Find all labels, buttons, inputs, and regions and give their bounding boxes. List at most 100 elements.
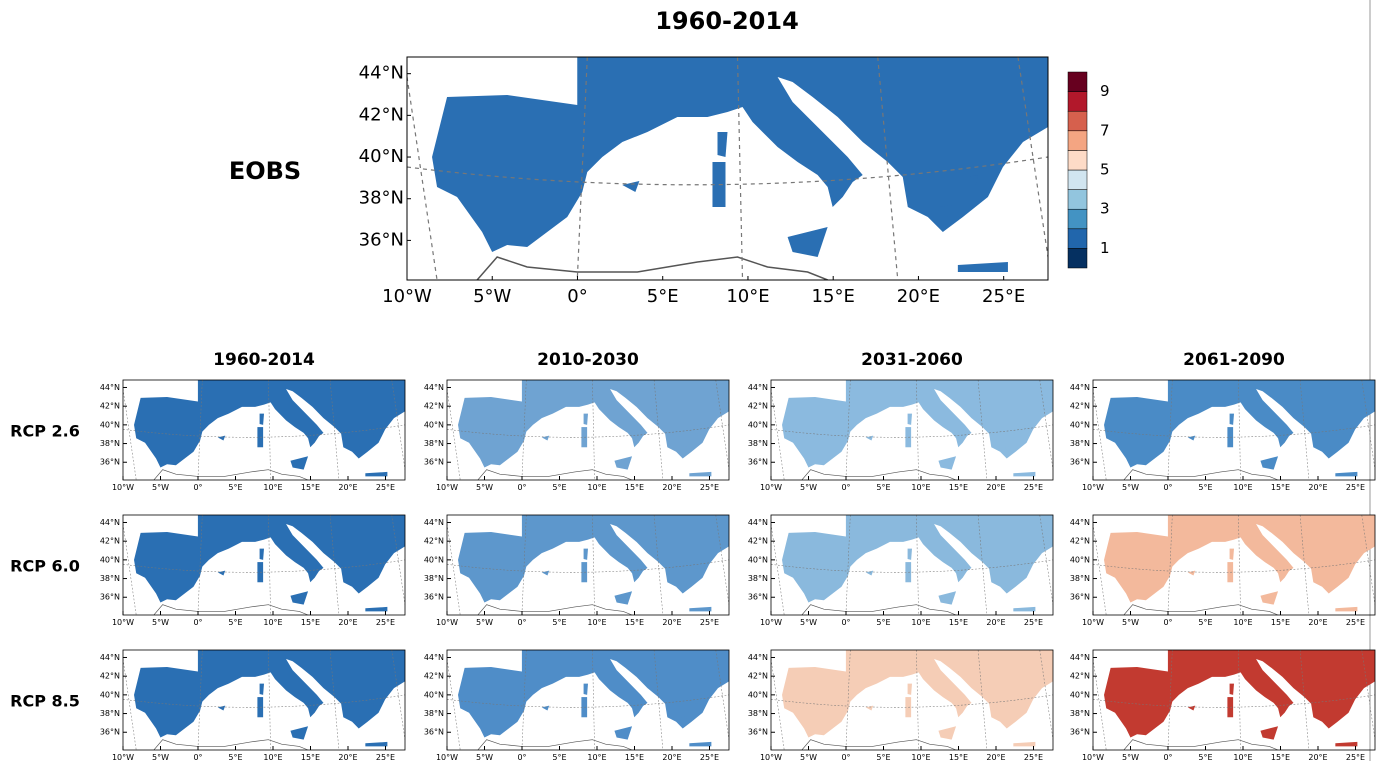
lat-tick-label: 36°N — [1070, 458, 1090, 467]
lon-tick-label: 10°E — [263, 753, 282, 761]
lon-tick-label: 25°E — [1346, 618, 1365, 627]
lon-tick-label: 20°E — [338, 483, 357, 492]
main-title: 1960-2014 — [655, 7, 799, 35]
lon-tick-label: 20°E — [1308, 618, 1327, 627]
lon-tick-label: 5°W — [152, 618, 169, 627]
lon-tick-label: 10°W — [760, 753, 782, 761]
lon-tick-label: 0° — [193, 483, 202, 492]
lon-tick-label: 20°E — [338, 618, 357, 627]
lat-tick-label: 36°N — [748, 728, 768, 737]
lat-tick-label: 36°N — [748, 593, 768, 602]
lon-tick-label: 25°E — [700, 753, 719, 761]
lon-tick-label: 10°W — [112, 618, 134, 627]
lon-tick-label: 0° — [517, 753, 526, 761]
colorbar-swatch — [1067, 150, 1088, 171]
lat-tick-label: 36°N — [100, 458, 120, 467]
lon-tick-label: 0° — [1163, 483, 1172, 492]
lat-tick-label: 44°N — [748, 653, 768, 662]
colorbar-swatch — [1067, 169, 1088, 190]
lat-tick-label: 36°N — [1070, 728, 1090, 737]
lat-tick-label: 40°N — [100, 420, 120, 429]
lon-tick-label: 20°E — [1308, 483, 1327, 492]
map-frame — [122, 649, 406, 751]
lat-tick-label: 44°N — [424, 383, 444, 392]
lat-tick-label: 44°N — [359, 63, 404, 84]
lon-tick-label: 0° — [193, 618, 202, 627]
lon-tick-label: 0° — [841, 483, 850, 492]
lon-tick-label: 15°E — [1271, 483, 1290, 492]
lat-tick-label: 38°N — [424, 709, 444, 718]
lon-tick-label: 10°E — [587, 618, 606, 627]
lat-tick-label: 44°N — [1070, 383, 1090, 392]
lon-tick-label: 25°E — [700, 483, 719, 492]
colorbar-label: 7 — [1100, 121, 1110, 139]
lat-tick-label: 40°N — [748, 420, 768, 429]
lat-tick-label: 44°N — [748, 518, 768, 527]
lon-tick-label: 10°E — [263, 483, 282, 492]
lat-tick-label: 36°N — [424, 593, 444, 602]
lon-tick-label: 5°E — [552, 483, 566, 492]
lon-tick-label: 5°E — [1198, 618, 1212, 627]
lon-tick-label: 25°E — [376, 618, 395, 627]
row-label: RCP 2.6 — [10, 422, 80, 441]
colorbar-swatch — [1067, 248, 1088, 269]
lat-tick-label: 42°N — [100, 402, 120, 411]
column-title: 2031-2060 — [861, 350, 963, 370]
lon-tick-label: 20°E — [986, 483, 1005, 492]
lon-tick-label: 25°E — [982, 286, 1025, 307]
map-frame — [446, 649, 730, 751]
lon-tick-label: 5°E — [228, 483, 242, 492]
lon-tick-label: 0° — [841, 753, 850, 761]
colorbar-label: 5 — [1100, 161, 1110, 179]
map-frame — [1092, 649, 1376, 751]
lon-tick-label: 10°E — [1233, 618, 1252, 627]
lat-tick-label: 38°N — [1070, 709, 1090, 718]
lon-tick-label: 10°E — [726, 286, 769, 307]
lon-tick-label: 10°E — [587, 483, 606, 492]
lon-tick-label: 5°W — [800, 753, 817, 761]
lon-tick-label: 5°E — [1198, 483, 1212, 492]
lat-tick-label: 36°N — [748, 458, 768, 467]
lon-tick-label: 10°E — [1233, 753, 1252, 761]
lon-tick-label: 20°E — [986, 618, 1005, 627]
lon-tick-label: 15°E — [949, 483, 968, 492]
lon-tick-label: 25°E — [1024, 483, 1043, 492]
lon-tick-label: 0° — [517, 618, 526, 627]
lat-tick-label: 40°N — [424, 690, 444, 699]
lon-tick-label: 10°W — [436, 753, 458, 761]
lat-tick-label: 40°N — [1070, 420, 1090, 429]
lat-tick-label: 44°N — [424, 653, 444, 662]
lat-tick-label: 42°N — [359, 104, 404, 125]
lat-tick-label: 38°N — [100, 709, 120, 718]
lon-tick-label: 20°E — [662, 483, 681, 492]
lon-tick-label: 0° — [1163, 753, 1172, 761]
lat-tick-label: 42°N — [1070, 537, 1090, 546]
lon-tick-label: 5°W — [476, 753, 493, 761]
lat-tick-label: 40°N — [1070, 690, 1090, 699]
lat-tick-label: 42°N — [748, 672, 768, 681]
column-title: 1960-2014 — [213, 350, 315, 370]
lon-tick-label: 10°E — [911, 753, 930, 761]
colorbar-swatch — [1067, 208, 1088, 230]
lat-tick-label: 42°N — [424, 672, 444, 681]
lon-tick-label: 5°W — [473, 286, 511, 307]
map-land — [447, 650, 729, 750]
map-frame — [122, 514, 406, 616]
lon-tick-label: 10°E — [911, 618, 930, 627]
lat-tick-label: 40°N — [100, 690, 120, 699]
lon-tick-label: 5°E — [552, 618, 566, 627]
row-label: RCP 6.0 — [10, 557, 80, 576]
lat-tick-label: 42°N — [100, 537, 120, 546]
lon-tick-label: 10°W — [760, 483, 782, 492]
lon-tick-label: 15°E — [812, 286, 855, 307]
lon-tick-label: 5°E — [876, 618, 890, 627]
lat-tick-label: 38°N — [100, 574, 120, 583]
lon-tick-label: 5°E — [647, 286, 679, 307]
lat-tick-label: 36°N — [1070, 593, 1090, 602]
lat-tick-label: 44°N — [100, 653, 120, 662]
lat-tick-label: 44°N — [1070, 653, 1090, 662]
lon-tick-label: 5°E — [552, 753, 566, 761]
colorbar-swatch — [1067, 91, 1088, 112]
lon-tick-label: 0° — [1163, 618, 1172, 627]
lat-tick-label: 38°N — [748, 574, 768, 583]
